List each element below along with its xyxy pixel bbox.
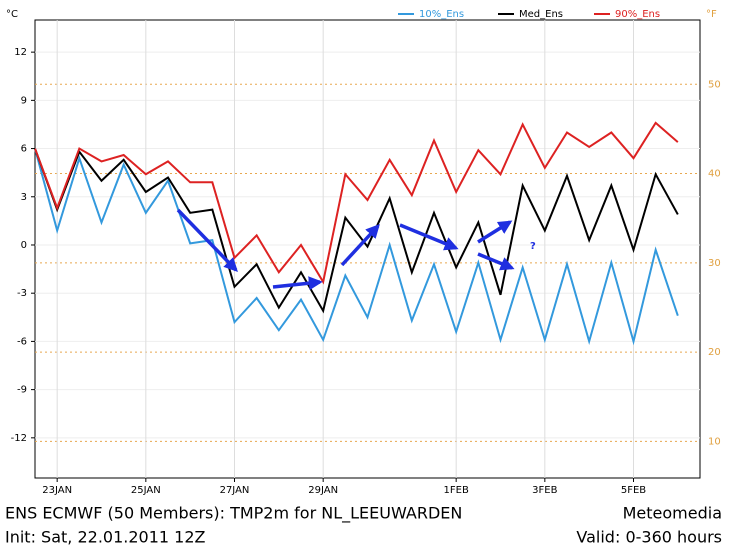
y-tick-label: 6 bbox=[21, 144, 27, 155]
y2-tick-label: 10 bbox=[708, 436, 721, 447]
y-tick-label: 0 bbox=[21, 240, 27, 251]
y-tick-label: -9 bbox=[17, 385, 27, 396]
annotation: ? bbox=[530, 241, 536, 252]
legend-label: 90%_Ens bbox=[615, 9, 660, 20]
x-tick-label: 5FEB bbox=[621, 485, 646, 496]
y-tick-label: -3 bbox=[17, 288, 27, 299]
footer-source: Meteomedia bbox=[623, 504, 722, 523]
x-tick-label: 27JAN bbox=[220, 485, 250, 496]
y-axis-label: °C bbox=[6, 9, 18, 20]
footer-init: Init: Sat, 22.01.2011 12Z bbox=[5, 528, 206, 547]
footer-valid: Valid: 0-360 hours bbox=[576, 528, 722, 547]
x-tick-label: 23JAN bbox=[42, 485, 72, 496]
y-tick-label: -12 bbox=[11, 433, 27, 444]
y-tick-label: 9 bbox=[21, 95, 27, 106]
legend-label: Med_Ens bbox=[519, 9, 563, 20]
x-tick-label: 29JAN bbox=[308, 485, 338, 496]
arrows bbox=[176, 208, 515, 291]
legend-label: 10%_Ens bbox=[419, 9, 464, 20]
x-tick-label: 1FEB bbox=[444, 485, 469, 496]
series-line bbox=[34, 148, 679, 346]
y-tick-label: 12 bbox=[14, 47, 27, 58]
y2-tick-label: 20 bbox=[708, 347, 721, 358]
y-tick-label: 3 bbox=[21, 192, 27, 203]
x-tick-label: 25JAN bbox=[131, 485, 161, 496]
y2-tick-label: 30 bbox=[708, 258, 721, 269]
y2-tick-label: 40 bbox=[708, 169, 721, 180]
series-line bbox=[34, 121, 679, 285]
plot-area bbox=[34, 19, 701, 479]
x-tick-label: 3FEB bbox=[532, 485, 557, 496]
footer-title: ENS ECMWF (50 Members): TMP2m for NL_LEE… bbox=[5, 504, 462, 524]
y2-axis-label: °F bbox=[706, 9, 717, 20]
y-tick-label: -6 bbox=[17, 336, 27, 347]
series-line bbox=[34, 148, 679, 314]
y2-tick-label: 50 bbox=[708, 79, 721, 90]
